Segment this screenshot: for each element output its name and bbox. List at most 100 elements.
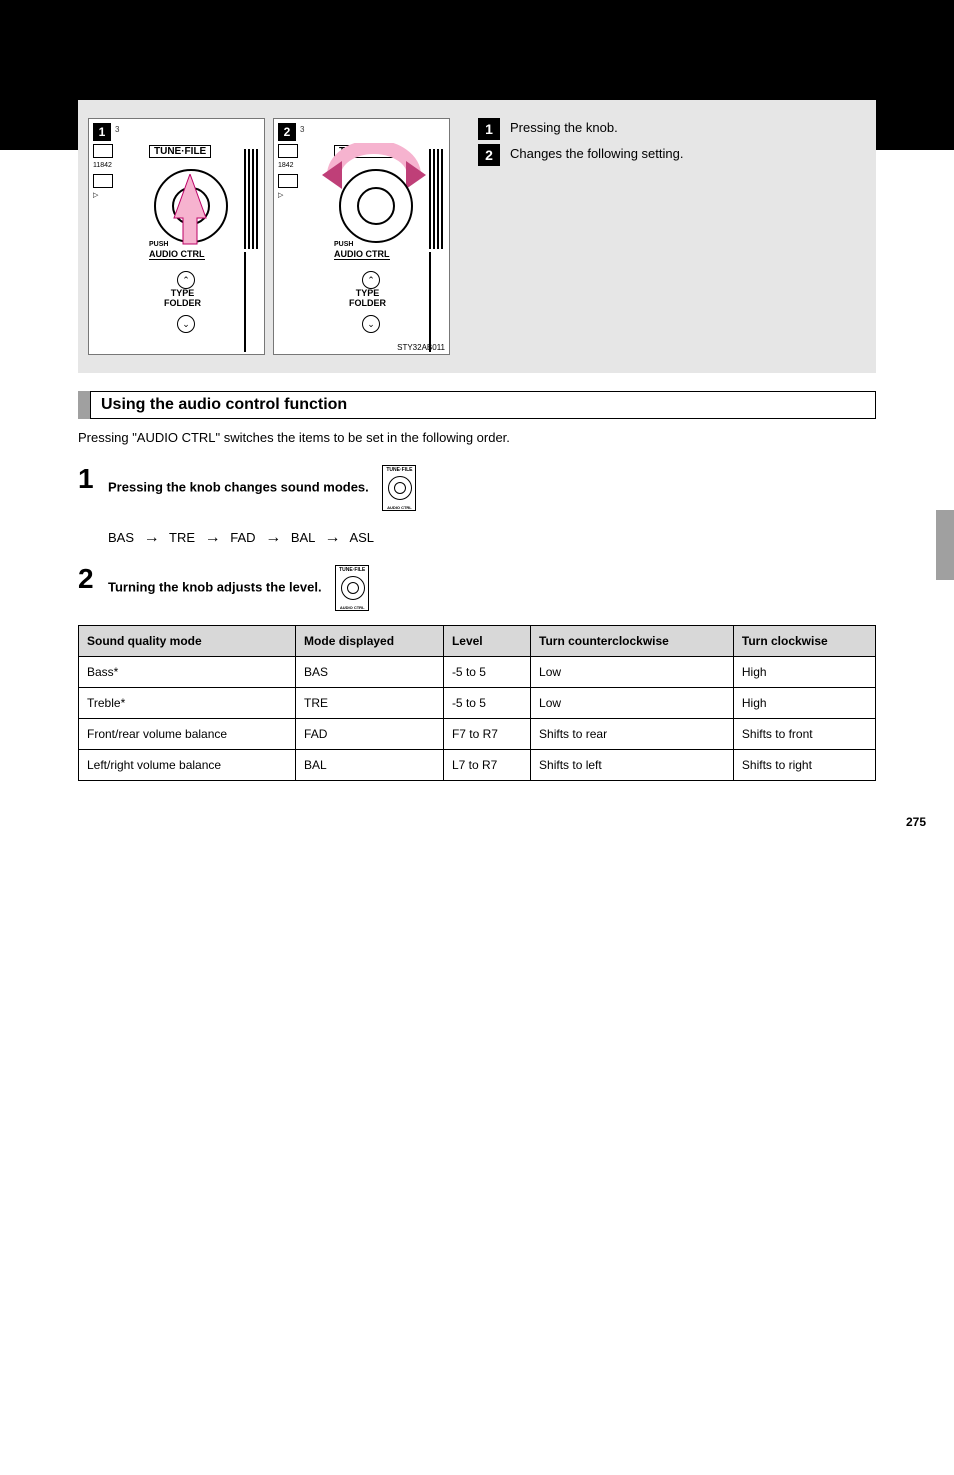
flow-item: BAS — [108, 530, 134, 545]
tune-file-label-2: TUNE·FILE — [334, 145, 396, 158]
mini-dial-top-label: TUNE·FILE — [383, 467, 415, 473]
panel2-freq: 1842 — [278, 161, 298, 171]
table-header: Level — [443, 625, 530, 656]
chevron-up-icon: ⌃ — [177, 271, 195, 289]
mini-dial-circle — [388, 476, 412, 500]
arrow-icon: → — [144, 525, 160, 551]
section-header: Using the audio control function — [78, 391, 876, 419]
procedure-title-2: Turning the knob adjusts the level. TUNE… — [108, 565, 876, 611]
procedure-row-2: 2 Turning the knob adjusts the level. TU… — [78, 565, 876, 615]
procedure-body-1: Pressing the knob changes sound modes. T… — [108, 465, 876, 515]
table-row: Front/rear volume balance FAD F7 to R7 S… — [79, 718, 876, 749]
mini-dial-icon-2: TUNE·FILE AUDIO CTRL — [335, 565, 369, 611]
audio-ctrl-text: AUDIO CTRL — [149, 249, 205, 259]
panel2-dial-inner — [357, 187, 395, 225]
audio-ctrl-label-2: AUDIO CTRL — [334, 249, 390, 259]
push-label-2: PUSH — [334, 241, 353, 248]
chevron-down-icon: ⌄ — [177, 315, 195, 333]
chevron-down-icon: ⌄ — [362, 315, 380, 333]
step-badge-2: 2 — [478, 144, 500, 166]
panel1-step-badge: 1 — [93, 123, 111, 141]
panel1-freq: 11842 — [93, 161, 113, 171]
audio-ctrl-text-2: AUDIO CTRL — [334, 249, 390, 259]
table-cell: FAD — [296, 718, 444, 749]
table-header-row: Sound quality mode Mode displayed Level … — [79, 625, 876, 656]
flow-item: TRE — [169, 530, 195, 545]
procedure-number-2: 2 — [78, 565, 108, 615]
figure-part-number: STY32AB011 — [397, 343, 445, 352]
figure-panel-1: 1 3 11842 ▷ TUNE·FILE PUSH AUDIO CTRL ⌃ … — [88, 118, 265, 355]
table-cell: High — [733, 687, 875, 718]
section-subtitle: Pressing "AUDIO CTRL" switches the items… — [78, 429, 876, 447]
table-cell: Shifts to left — [531, 749, 734, 780]
table-cell: L7 to R7 — [443, 749, 530, 780]
table-cell: High — [733, 656, 875, 687]
step-row-2: 2 Changes the following setting. — [478, 144, 683, 166]
mini-dial-icon-1: TUNE·FILE AUDIO CTRL — [382, 465, 416, 511]
content: Using the audio control function Pressin… — [78, 391, 876, 781]
panel2-play-icon: ▷ — [278, 191, 298, 201]
table-row: Left/right volume balance BAL L7 to R7 S… — [79, 749, 876, 780]
figure-step-captions: 1 Pressing the knob. 2 Changes the follo… — [478, 118, 683, 355]
table-cell: Shifts to front — [733, 718, 875, 749]
arrow-icon: → — [205, 525, 221, 551]
section-tab — [78, 391, 90, 419]
table-cell: Bass* — [79, 656, 296, 687]
side-thumb-tab — [936, 510, 954, 580]
table-cell: Left/right volume balance — [79, 749, 296, 780]
mini-dial-bottom-label: AUDIO CTRL — [383, 505, 415, 510]
table-header: Mode displayed — [296, 625, 444, 656]
step-text-1: Pressing the knob. — [510, 118, 618, 135]
table-cell: -5 to 5 — [443, 656, 530, 687]
table-cell: -5 to 5 — [443, 687, 530, 718]
panel2-left-column: 1842 ▷ — [278, 141, 298, 201]
mini-dial-top-label: TUNE·FILE — [336, 567, 368, 573]
procedure-title-2-text: Turning the knob adjusts the level. — [108, 579, 322, 594]
type-folder-label-2: TYPEFOLDER — [349, 289, 386, 309]
preset-icon — [93, 174, 113, 188]
figure-panel-2: 2 3 1842 ▷ TUNE·FILE PUSH AUDIO CTRL ⌃ T… — [273, 118, 450, 355]
table-cell: Shifts to rear — [531, 718, 734, 749]
table-cell: BAS — [296, 656, 444, 687]
procedure-number-1: 1 — [78, 465, 108, 515]
table-cell: TRE — [296, 687, 444, 718]
step-row-1: 1 Pressing the knob. — [478, 118, 683, 140]
flow-item: BAL — [291, 530, 315, 545]
table-header: Sound quality mode — [79, 625, 296, 656]
panel1-dial-inner — [172, 187, 210, 225]
panel2-step-badge: 2 — [278, 123, 296, 141]
panel1-left-column: 11842 ▷ — [93, 141, 113, 201]
table-cell: Low — [531, 656, 734, 687]
table-row: Treble* TRE -5 to 5 Low High — [79, 687, 876, 718]
section-title: Using the audio control function — [90, 391, 876, 419]
preset-icon — [278, 174, 298, 188]
table-cell: BAL — [296, 749, 444, 780]
mode-flow: BAS → TRE → FAD → BAL → ASL — [108, 525, 876, 551]
panel1-sub-index: 3 — [115, 125, 119, 134]
table-cell: Shifts to right — [733, 749, 875, 780]
table-cell: Low — [531, 687, 734, 718]
flow-item: FAD — [230, 530, 255, 545]
arrow-icon: → — [325, 525, 341, 551]
table-header: Turn clockwise — [733, 625, 875, 656]
panel-stripes — [427, 149, 445, 249]
arrow-icon: → — [265, 525, 281, 551]
type-folder-label: TYPEFOLDER — [164, 289, 201, 309]
tune-file-label: TUNE·FILE — [149, 145, 211, 158]
mini-dial-circle — [341, 576, 365, 600]
step-badge-1: 1 — [478, 118, 500, 140]
panel2-sub-index: 3 — [300, 125, 304, 134]
table-cell: Front/rear volume balance — [79, 718, 296, 749]
procedure-body-2: Turning the knob adjusts the level. TUNE… — [108, 565, 876, 615]
flow-item: ASL — [349, 530, 374, 545]
step-text-2: Changes the following setting. — [510, 144, 683, 161]
chevron-up-icon: ⌃ — [362, 271, 380, 289]
table-cell: F7 to R7 — [443, 718, 530, 749]
figure-panel-area: 1 3 11842 ▷ TUNE·FILE PUSH AUDIO CTRL ⌃ … — [78, 100, 876, 373]
table-row: Bass* BAS -5 to 5 Low High — [79, 656, 876, 687]
procedure-row-1: 1 Pressing the knob changes sound modes.… — [78, 465, 876, 515]
page: 1 3 11842 ▷ TUNE·FILE PUSH AUDIO CTRL ⌃ … — [0, 0, 954, 841]
mini-dial-bottom-label: AUDIO CTRL — [336, 605, 368, 610]
disc-icon — [278, 144, 298, 158]
panel1-play-icon: ▷ — [93, 191, 113, 201]
